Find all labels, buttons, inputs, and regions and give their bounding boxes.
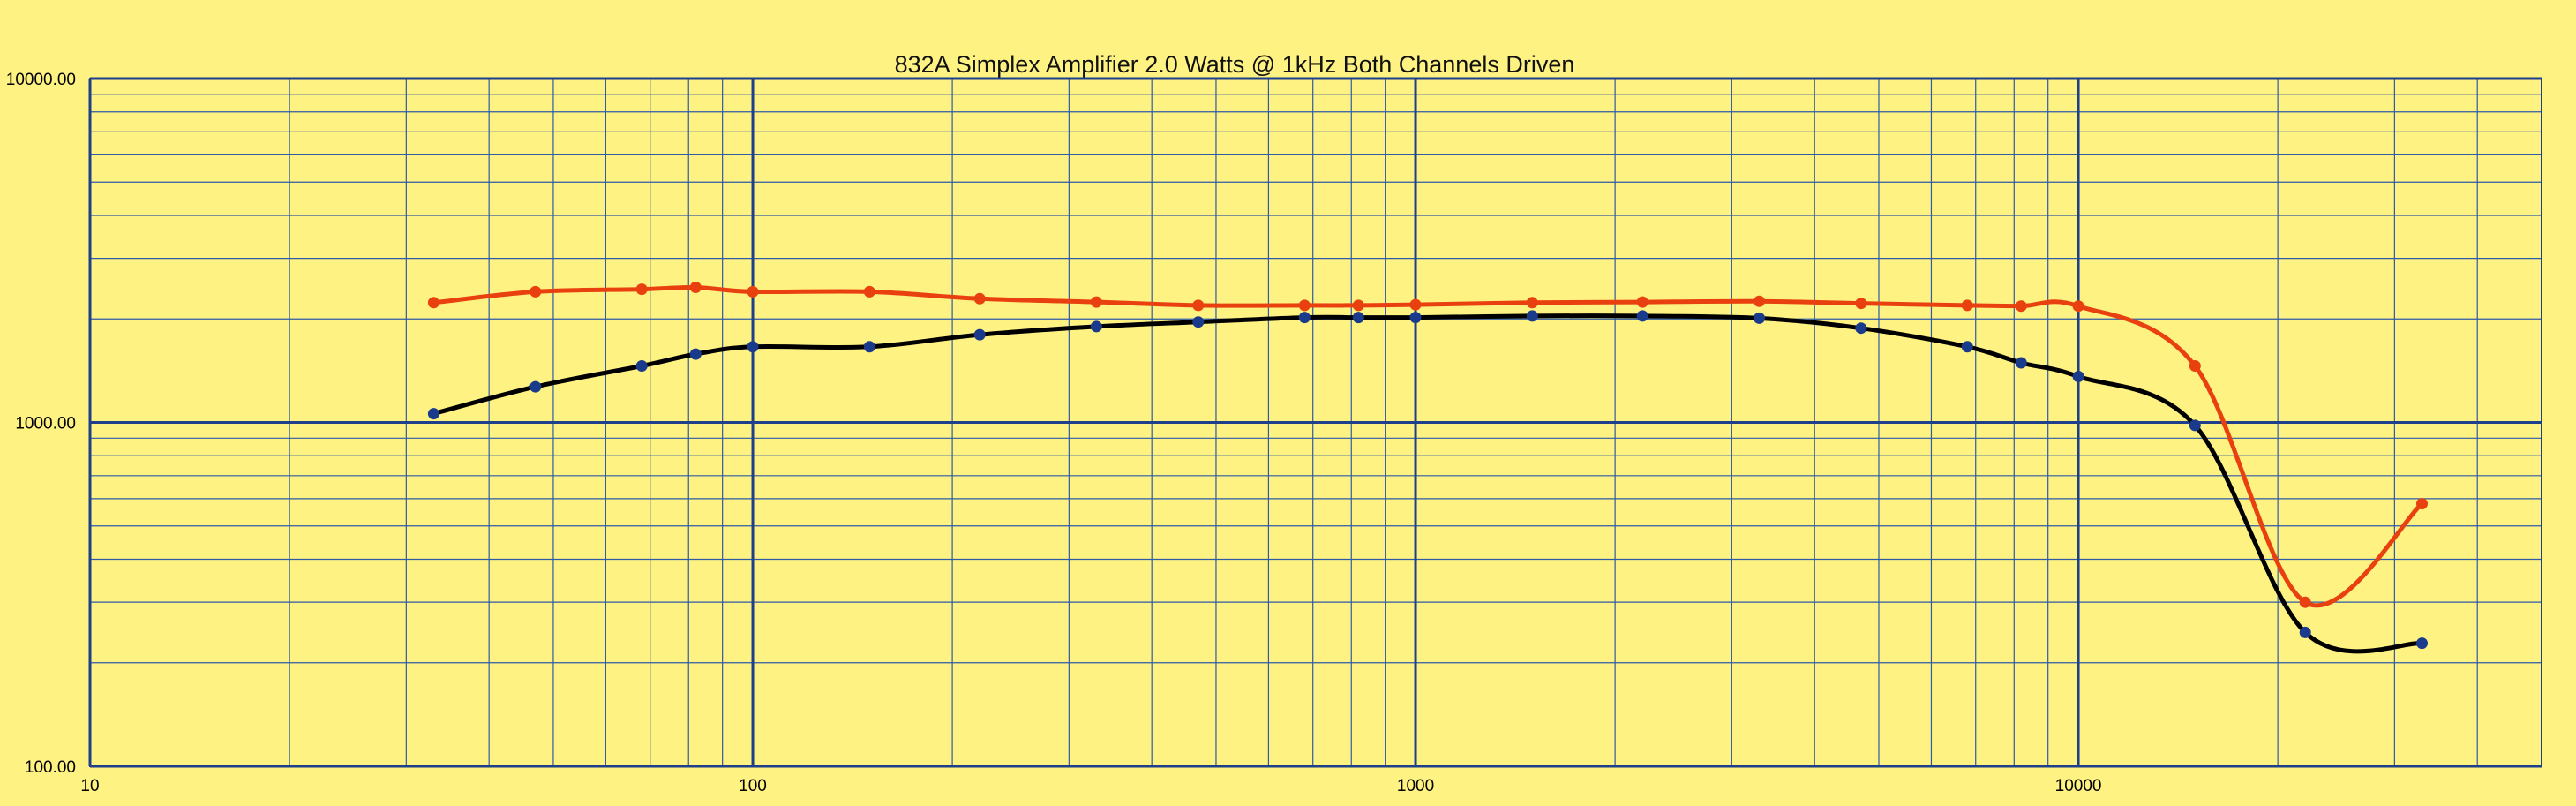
series-2-point	[1192, 316, 1205, 328]
y-tick-label: 100.00	[25, 758, 76, 777]
series-2-point	[529, 380, 542, 393]
series-1-point	[427, 297, 439, 309]
series-1-point	[1855, 298, 1867, 310]
series-2-point	[1961, 341, 1973, 353]
series-2-point	[863, 341, 875, 353]
series-1-point	[1526, 297, 1538, 309]
series-2-point	[1526, 310, 1538, 322]
series-markers	[427, 282, 2428, 650]
series-2-point	[2072, 371, 2084, 382]
series-2-point	[1409, 312, 1422, 324]
series-1-point	[1636, 296, 1648, 308]
series-1-point	[689, 282, 702, 293]
series-1-point	[1754, 295, 1765, 307]
series-1-point	[635, 283, 648, 296]
series-2-point	[427, 408, 439, 420]
series-1-point	[1352, 299, 1364, 312]
series-1-point	[1961, 299, 1973, 312]
series-2-point	[2299, 626, 2311, 638]
series-2-point	[973, 328, 986, 341]
x-tick-label: 10	[80, 777, 99, 795]
series-1-point	[2299, 596, 2311, 608]
series-1-point	[747, 285, 759, 298]
series-2-point	[1754, 312, 1765, 324]
series-2-point	[2416, 637, 2428, 650]
y-tick-label: 1000.00	[15, 415, 76, 433]
series-1-point	[2015, 300, 2027, 313]
series-2-point	[1090, 320, 1102, 333]
series-2-point	[1352, 312, 1364, 324]
chart-title: 832A Simplex Amplifier 2.0 Watts @ 1kHz …	[895, 51, 1575, 78]
series-1-point	[2189, 360, 2201, 372]
x-tick-label: 10000	[2055, 777, 2102, 795]
series-1-point	[1298, 299, 1311, 312]
series-2-point	[2015, 357, 2027, 369]
series-2-point	[635, 360, 648, 372]
series-1-point	[529, 285, 542, 298]
series-1-point	[2416, 498, 2428, 510]
series-1-point	[1409, 298, 1422, 311]
series-2-point	[1855, 322, 1867, 335]
series-2-point	[747, 341, 759, 353]
series-1-point	[863, 285, 875, 298]
y-tick-label: 10000.00	[6, 71, 76, 89]
series-2-point	[2189, 419, 2201, 432]
y-tick-labels: 100.00 1000.00 10000.00	[6, 71, 76, 777]
series-2-point	[1636, 310, 1648, 322]
series-2-point	[1298, 312, 1311, 324]
series-1-point	[2072, 300, 2084, 313]
x-tick-label: 100	[739, 777, 767, 795]
x-tick-label: 1000	[1397, 777, 1434, 795]
series-2-point	[689, 348, 702, 360]
x-tick-labels: 10 100 1000 10000	[80, 777, 2101, 795]
series-1-point	[1192, 299, 1205, 312]
series-1-point	[973, 292, 986, 305]
series-1-point	[1090, 296, 1102, 308]
plot-frame	[89, 78, 2542, 767]
